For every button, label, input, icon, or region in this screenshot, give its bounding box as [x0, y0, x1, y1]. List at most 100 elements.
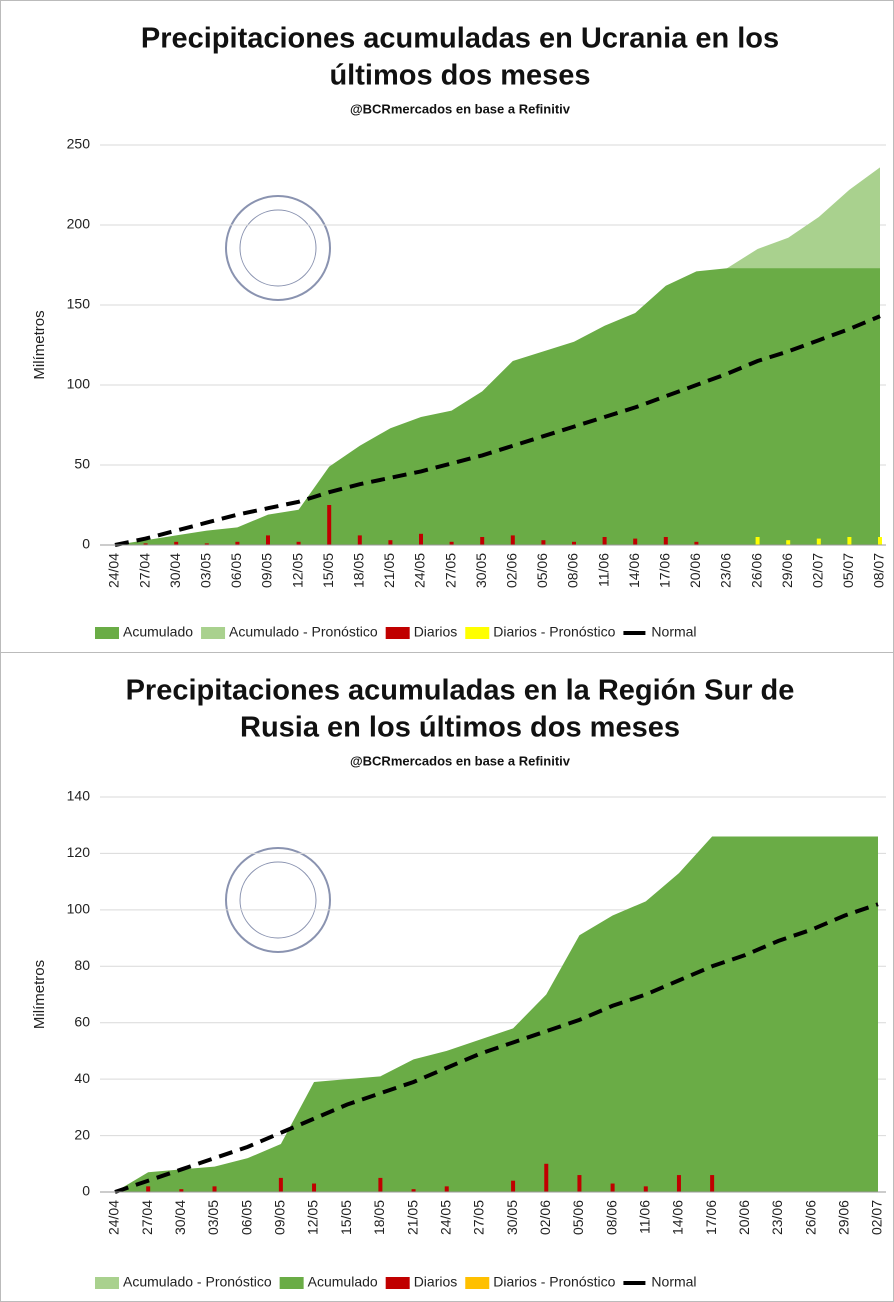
legend-swatch: [385, 1277, 410, 1289]
x-tick-label: 21/05: [404, 1200, 420, 1235]
legend-label: Acumulado - Pronóstico: [123, 1274, 272, 1290]
line: [114, 314, 881, 547]
chart-subtitle: @BCRmercados en base a Refinitiv: [350, 753, 571, 768]
chart-title: Rusia en los últimos dos meses: [240, 712, 680, 744]
x-tick-label: 08/06: [603, 1200, 619, 1235]
bar: [278, 1177, 283, 1192]
x-tick-label: 18/05: [371, 1200, 387, 1235]
x-tick-label: 15/05: [320, 553, 336, 588]
x-tick-label: 06/05: [238, 1200, 254, 1235]
bar: [847, 537, 852, 545]
chart-subtitle: @BCRmercados en base a Refinitiv: [350, 101, 571, 116]
x-tick-label: 23/06: [769, 1200, 785, 1235]
y-axis-label: Milímetros: [31, 960, 48, 1029]
area: [115, 836, 878, 1192]
legend-swatch: [95, 627, 119, 639]
legend-label: Normal: [651, 1274, 696, 1290]
legend-swatch: [465, 1277, 490, 1289]
x-tick-label: 12/05: [305, 1200, 321, 1235]
bar: [357, 535, 362, 545]
x-tick-label: 23/06: [718, 553, 734, 588]
chart-title: últimos dos meses: [329, 60, 590, 92]
x-tick-label: 08/06: [565, 553, 581, 588]
x-tick-label: 09/05: [259, 553, 275, 588]
y-tick-label: 120: [67, 844, 91, 860]
area: [115, 268, 880, 545]
x-tick-label: 12/05: [289, 553, 305, 588]
x-tick-label: 17/06: [703, 1200, 719, 1235]
x-tick-label: 27/04: [136, 553, 152, 588]
x-tick-label: 02/06: [537, 1200, 553, 1235]
y-tick-label: 0: [82, 1183, 90, 1199]
legend-label: Diarios: [414, 624, 458, 640]
bar: [643, 1186, 648, 1192]
x-tick-label: 30/05: [504, 1200, 520, 1235]
bar: [577, 1175, 582, 1192]
x-tick-label: 14/06: [670, 1200, 686, 1235]
x-tick-label: 27/05: [442, 553, 458, 588]
x-tick-label: 03/05: [205, 1200, 221, 1235]
bar: [204, 543, 209, 545]
bar: [694, 541, 699, 545]
bar: [816, 538, 821, 545]
x-tick-label: 26/06: [748, 553, 764, 588]
bar: [266, 535, 270, 545]
y-tick-label: 20: [74, 1126, 90, 1142]
bar: [572, 541, 576, 545]
x-tick-label: 24/04: [106, 1200, 122, 1235]
legend-label: Normal: [651, 624, 696, 640]
bar: [541, 540, 546, 545]
x-tick-label: 20/06: [736, 1200, 752, 1235]
x-tick-label: 02/06: [504, 553, 520, 588]
bar: [146, 1186, 151, 1192]
y-tick-label: 40: [74, 1070, 90, 1086]
bar: [633, 538, 638, 545]
charts: Precipitaciones acumuladas en Ucrania en…: [31, 23, 887, 1290]
legend-label: Acumulado - Pronóstico: [229, 624, 378, 640]
x-tick-label: 11/06: [636, 1200, 652, 1234]
y-axis-label: Milímetros: [31, 310, 48, 379]
bar: [388, 540, 393, 545]
bar: [663, 537, 668, 545]
x-tick-label: 20/06: [687, 553, 703, 588]
bar: [312, 1183, 317, 1192]
x-tick-label: 06/05: [228, 553, 244, 588]
x-tick-label: 05/06: [570, 1200, 586, 1235]
y-tick-label: 0: [82, 536, 90, 552]
y-tick-label: 80: [74, 957, 90, 973]
y-tick-label: 200: [67, 216, 91, 232]
x-tick-label: 27/04: [139, 1200, 155, 1235]
legend-swatch: [95, 1277, 119, 1289]
legend-label: Acumulado: [308, 1274, 378, 1290]
bar: [676, 1175, 681, 1192]
y-tick-label: 100: [67, 901, 91, 917]
bar: [710, 1175, 715, 1192]
legend-label: Diarios - Pronóstico: [493, 1274, 615, 1290]
bar: [878, 537, 882, 545]
y-tick-label: 100: [67, 376, 91, 392]
chart-title: Precipitaciones acumuladas en la Región …: [126, 675, 795, 707]
x-tick-label: 05/06: [534, 553, 550, 588]
x-tick-label: 15/05: [338, 1200, 354, 1235]
x-tick-label: 30/04: [172, 1200, 188, 1235]
y-tick-label: 60: [74, 1013, 90, 1029]
bar: [544, 1163, 549, 1192]
bar: [449, 541, 454, 545]
bar: [296, 541, 301, 545]
legend-label: Diarios: [414, 1274, 458, 1290]
bar: [511, 1180, 516, 1192]
bar: [235, 541, 240, 545]
x-tick-label: 17/06: [657, 553, 673, 588]
x-tick-label: 02/07: [810, 553, 826, 588]
legend-swatch: [279, 1277, 304, 1289]
bar: [174, 541, 179, 545]
bar: [378, 1177, 383, 1192]
x-tick-label: 21/05: [381, 553, 397, 588]
bar: [143, 543, 148, 545]
y-tick-label: 250: [67, 136, 91, 152]
legend-label: Acumulado: [123, 624, 193, 640]
line: [114, 902, 879, 1194]
x-tick-label: 29/06: [779, 553, 795, 588]
bar: [212, 1186, 217, 1192]
bar: [755, 537, 760, 545]
